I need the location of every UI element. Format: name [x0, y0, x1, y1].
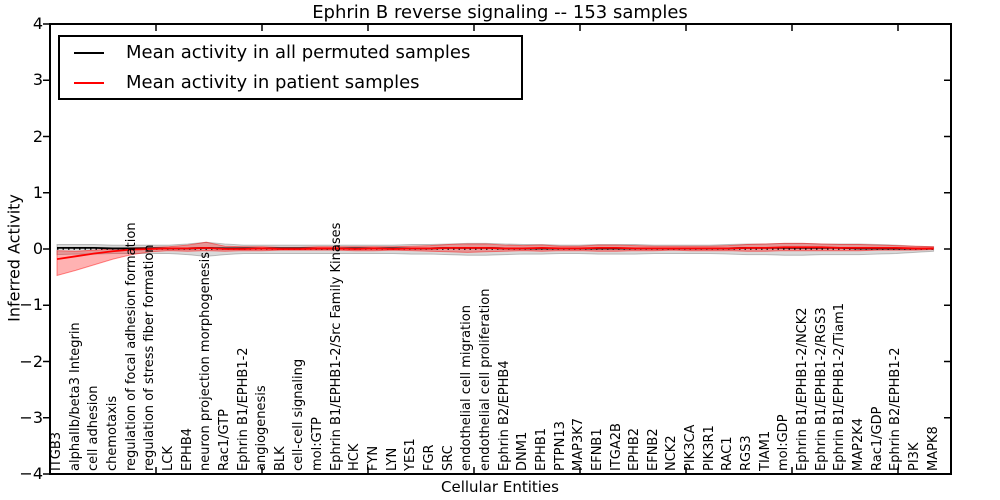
x-category-label: RGS3 [739, 435, 755, 471]
x-category-label: regulation of focal adhesion formation [123, 222, 139, 471]
patient-mean-line [56, 246, 934, 261]
x-category-label: chemotaxis [104, 395, 120, 471]
x-category-label: PIK3CA [683, 424, 699, 471]
x-category-label: Rac1/GTP [216, 409, 232, 471]
x-category-label: mol:GTP [310, 417, 326, 471]
x-category-label: Ephrin B1/EPHB1-2/RGS3 [813, 307, 829, 471]
x-category-label: EPHB1 [533, 427, 549, 471]
y-tick-label: 3 [32, 70, 43, 90]
patient-confidence-band [56, 241, 935, 277]
x-category-label: EFNB1 [589, 428, 605, 471]
legend: Mean activity in all permuted samples Mea… [58, 35, 523, 100]
y-tick-label: −4 [19, 464, 43, 483]
x-category-label: FYN [366, 445, 382, 471]
x-category-label: PTPN13 [552, 421, 568, 471]
x-category-label: Ephrin B1/EPHB1-2/Src Family Kinases [328, 222, 344, 471]
x-category-label: PI3K [906, 442, 922, 471]
x-category-label: cell adhesion [86, 385, 102, 471]
x-category-label: FGR [422, 444, 437, 471]
x-category-label: NCK2 [664, 435, 680, 471]
x-category-label: MAP3K7 [571, 417, 587, 471]
x-category-label: Ephrin B1/EPHB1-2/Tiam1 [832, 302, 848, 471]
x-category-label: EPHB2 [627, 427, 643, 471]
x-category-label: Ephrin B1/EPHB1-2 [235, 347, 251, 471]
x-category-label: endothelial cell migration [459, 305, 475, 471]
x-category-label: Rac1/GDP [869, 406, 885, 471]
legend-line-permuted [74, 51, 104, 54]
x-category-label: alphaIIb/beta3 Integrin [67, 322, 83, 471]
x-category-label: ITGB3 [49, 431, 64, 471]
x-category-label: EFNB2 [645, 428, 661, 471]
x-category-label: YES1 [403, 438, 419, 471]
x-category-label: ITGA2B [608, 423, 624, 471]
x-category-label: SRC [440, 445, 456, 471]
x-category-label: BLK [272, 446, 288, 471]
x-axis-label: Cellular Entities [441, 478, 559, 496]
y-tick-label: 1 [32, 182, 43, 202]
x-category-label: Ephrin B2/EPHB4 [496, 360, 512, 471]
x-category-label: endothelial cell proliferation [477, 288, 493, 472]
x-category-label: Ephrin B1/EPHB1-2/NCK2 [795, 307, 810, 471]
y-tick-label: 0 [32, 239, 43, 258]
x-category-label: angiogenesis [254, 385, 270, 471]
legend-label: Mean activity in patient samples [126, 72, 420, 93]
x-category-label: HCK [347, 443, 363, 471]
x-category-label: neuron projection morphogenesis [198, 252, 214, 471]
y-tick-label: −2 [19, 351, 43, 371]
x-category-label: LCK [160, 446, 176, 471]
x-category-label: MAP2K4 [850, 417, 866, 471]
x-category-label: LYN [384, 447, 400, 471]
permuted-confidence-band [56, 241, 935, 257]
x-category-label: DNM1 [515, 431, 531, 471]
x-category-label: PIK3R1 [701, 425, 717, 471]
y-tick-label: 4 [32, 14, 43, 33]
x-category-label: regulation of stress fiber formation [142, 244, 158, 471]
x-category-label: TIAM1 [757, 430, 773, 471]
x-category-label: Ephrin B2/EPHB1-2 [888, 347, 904, 471]
x-category-label: mol:GDP [776, 414, 792, 471]
x-category-label: RAC1 [720, 436, 736, 471]
y-tick-label: −1 [19, 295, 43, 315]
legend-item: Mean activity in all permuted samples [60, 38, 521, 68]
y-tick-label: 2 [32, 126, 43, 146]
x-category-label: cell-cell signaling [291, 358, 307, 471]
y-tick-label: −3 [19, 407, 43, 427]
legend-item: Mean activity in patient samples [60, 68, 521, 98]
x-category-label: MAPK8 [925, 426, 941, 471]
x-category-label: EPHB4 [179, 427, 195, 471]
chart-title: Ephrin B reverse signaling -- 153 sample… [312, 2, 688, 23]
legend-line-patient [74, 81, 104, 84]
legend-label: Mean activity in all permuted samples [126, 42, 471, 63]
